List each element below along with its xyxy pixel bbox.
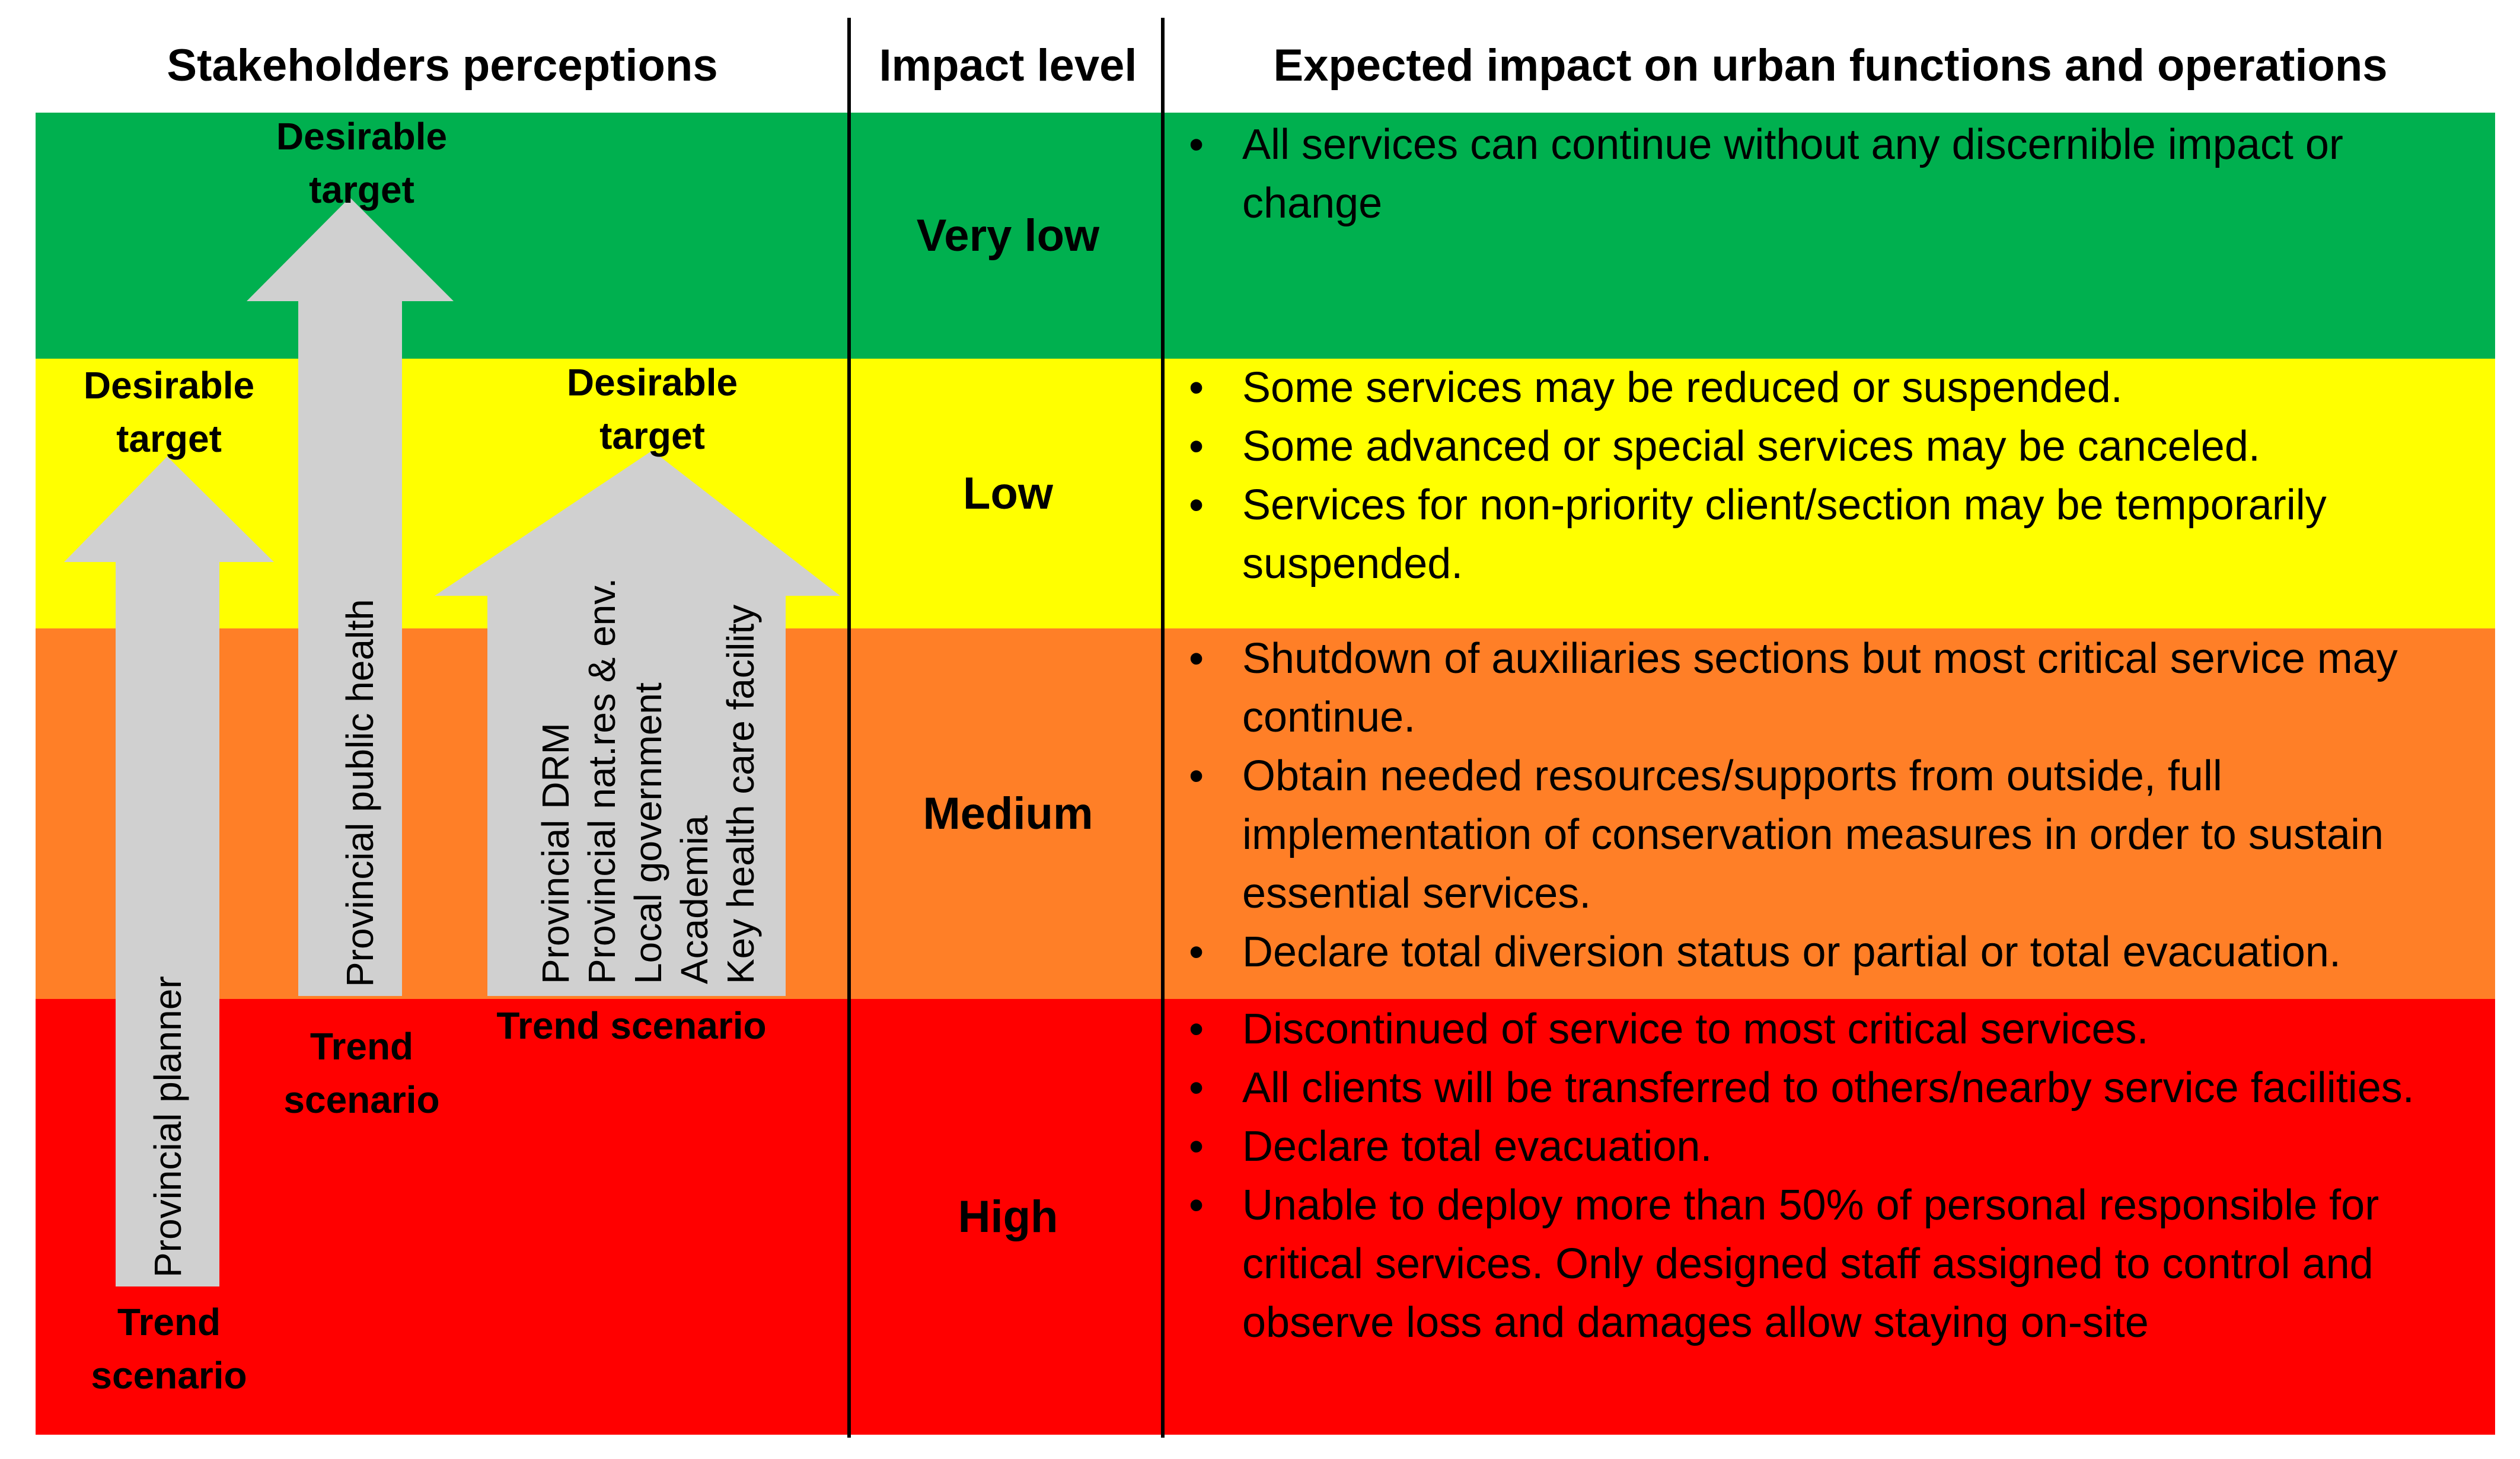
level-medium: Medium bbox=[923, 788, 1093, 839]
arrow-provincial-public-health bbox=[247, 197, 454, 996]
impact-list-low: Some services may be reduced or suspende… bbox=[1177, 359, 2487, 593]
column-divider-right bbox=[1161, 18, 1165, 1438]
level-low: Low bbox=[963, 468, 1053, 519]
trend-scenario-line2: scenario bbox=[283, 1078, 440, 1121]
trend-scenario-line1: Trend bbox=[117, 1301, 221, 1343]
trend-scenario-label: Trend scenario bbox=[50, 1295, 288, 1402]
desirable-target-line1: Desirable bbox=[276, 115, 448, 158]
impact-item: All clients will be transferred to other… bbox=[1177, 1059, 2487, 1118]
arrow-provincial-planner bbox=[64, 456, 274, 1286]
impact-item: Obtain needed resources/supports from ou… bbox=[1177, 747, 2487, 923]
level-very-low: Very low bbox=[916, 210, 1100, 261]
desirable-target-label: Desirable target bbox=[243, 110, 480, 216]
trend-scenario-line2: scenario bbox=[91, 1354, 247, 1397]
level-high: High bbox=[958, 1192, 1058, 1242]
trend-scenario-line1: Trend bbox=[310, 1025, 414, 1068]
impact-item: Declare total diversion status or partia… bbox=[1177, 923, 2487, 982]
impact-list-very-low: All services can continue without any di… bbox=[1177, 116, 2487, 233]
desirable-target-label: Desirable target bbox=[50, 359, 288, 465]
stakeholder-label: Provincial public health bbox=[339, 599, 381, 987]
trend-scenario-line1: Trend scenario bbox=[496, 1004, 767, 1047]
impact-item: Services for non-priority client/section… bbox=[1177, 476, 2487, 593]
desirable-target-line2: target bbox=[309, 168, 414, 211]
impact-list-high: Discontinued of service to most critical… bbox=[1177, 1000, 2487, 1352]
impact-item: Some advanced or special services may be… bbox=[1177, 417, 2487, 476]
desirable-target-line1: Desirable bbox=[83, 364, 255, 407]
stakeholder-label: Local government bbox=[627, 682, 669, 984]
arrow-stakeholder-group bbox=[435, 451, 840, 996]
impact-item: Unable to deploy more than 50% of person… bbox=[1177, 1176, 2487, 1352]
desirable-target-line2: target bbox=[599, 414, 705, 457]
stakeholder-label: Key health care facility bbox=[719, 604, 762, 984]
column-divider-left bbox=[847, 18, 851, 1438]
impact-item: Shutdown of auxiliaries sections but mos… bbox=[1177, 630, 2487, 747]
impact-item: Declare total evacuation. bbox=[1177, 1118, 2487, 1176]
impact-item: All services can continue without any di… bbox=[1177, 116, 2487, 233]
stakeholder-label: Provincial planner bbox=[146, 976, 189, 1278]
desirable-target-label: Desirable target bbox=[534, 356, 771, 462]
desirable-target-line1: Desirable bbox=[566, 361, 738, 404]
header-expected-impact: Expected impact on urban functions and o… bbox=[1273, 40, 2388, 91]
stakeholder-label: Provincial nat.res & env. bbox=[580, 577, 623, 984]
header-impact-level: Impact level bbox=[879, 40, 1137, 91]
impact-item: Discontinued of service to most critical… bbox=[1177, 1000, 2487, 1059]
impact-list-medium: Shutdown of auxiliaries sections but mos… bbox=[1177, 630, 2487, 982]
trend-scenario-label: Trend scenario bbox=[243, 1020, 480, 1126]
trend-scenario-label: Trend scenario bbox=[474, 999, 789, 1052]
stakeholder-label: Provincial DRM bbox=[534, 723, 577, 984]
impact-item: Some services may be reduced or suspende… bbox=[1177, 359, 2487, 417]
stakeholder-label: Academia bbox=[673, 815, 716, 984]
desirable-target-line2: target bbox=[116, 417, 222, 460]
header-stakeholders-perceptions: Stakeholders perceptions bbox=[167, 40, 718, 91]
